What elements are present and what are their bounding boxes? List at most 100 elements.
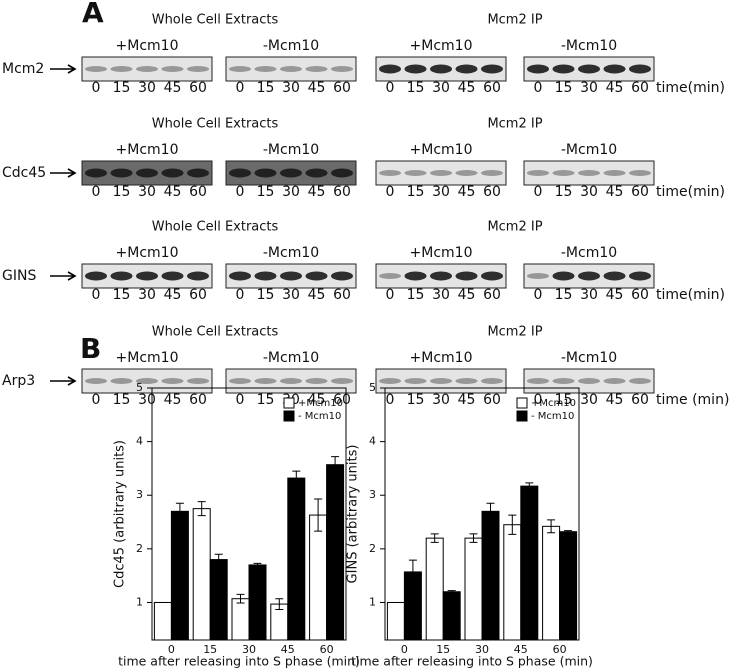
band [280,168,302,178]
band [254,168,277,178]
group-title: Mcm2 IP [487,13,542,28]
time-label: 60 [631,392,649,408]
band [404,378,427,384]
time-label: 15 [407,80,425,96]
condition-label: +Mcm10 [410,38,473,54]
band [229,271,251,281]
band [552,378,575,384]
band [629,170,651,176]
band [455,170,478,176]
band [629,271,651,281]
band [603,378,626,384]
time-label: 45 [606,287,624,303]
time-label: 15 [257,184,275,200]
legend-swatch [516,397,528,409]
band [254,66,277,72]
band [379,273,401,279]
time-label: 15 [113,287,131,303]
bar [231,598,250,641]
time-label: 45 [606,184,624,200]
group-title: Mcm2 IP [487,325,542,340]
error-bar [275,598,284,610]
time-label: 0 [534,184,543,200]
x-axis-label: time after releasing into S phase (min) [351,654,593,669]
x-tick-label: 30 [475,643,489,656]
time-label: 30 [580,80,598,96]
protein-label: Cdc45 [2,165,46,181]
band [379,170,401,176]
band [161,271,184,281]
time-label: 0 [236,287,245,303]
band [481,378,503,384]
legend-label: +Mcm10 [298,398,343,409]
time-label: 30 [282,80,300,96]
time-label: 0 [236,184,245,200]
time-label: 30 [432,287,450,303]
time-label: 30 [282,287,300,303]
y-tick-label: 3 [136,488,143,501]
band [331,168,353,178]
time-label: 15 [113,184,131,200]
legend-label: +Mcm10 [531,398,576,409]
time-label: 15 [113,392,131,408]
band [161,168,184,178]
band [136,271,158,281]
bar [287,477,306,641]
time-label: 30 [580,392,598,408]
time-label: 60 [189,392,207,408]
band [404,271,427,281]
time-label: 15 [555,184,573,200]
time-label: 60 [189,184,207,200]
band [85,378,107,384]
time-label: 0 [92,184,101,200]
bar [209,559,228,641]
time-label: 0 [534,80,543,96]
band [404,170,427,176]
time-label: 15 [407,287,425,303]
x-tick-label: 0 [401,643,408,656]
band [629,64,651,74]
x-tick-label: 0 [168,643,175,656]
x-tick-label: 45 [281,643,295,656]
band [187,66,209,72]
time-label: 30 [138,80,156,96]
band [161,378,184,384]
time-label: 0 [534,287,543,303]
band [229,378,251,384]
error-bar [314,498,323,532]
time-label: 15 [257,80,275,96]
band [481,271,503,281]
time-label: 60 [631,184,649,200]
band [552,64,575,74]
error-bar [508,514,517,535]
band [85,66,107,72]
time-label: 45 [164,287,182,303]
x-tick-label: 30 [242,643,256,656]
y-axis-label: Cdc45 (arbitrary units) [113,440,128,588]
bar [520,485,539,641]
band [136,168,158,178]
legend-label: - Mcm10 [531,411,574,422]
time-label: 0 [386,184,395,200]
band [455,378,478,384]
time-unit: time(min) [656,80,725,96]
band [305,168,328,178]
bar [542,525,561,641]
band [85,271,107,281]
condition-label: -Mcm10 [263,245,319,261]
condition-label: -Mcm10 [561,38,617,54]
legend-label: - Mcm10 [298,411,341,422]
time-label: 45 [606,80,624,96]
time-label: 30 [432,184,450,200]
error-bar [547,519,556,534]
time-label: 60 [631,80,649,96]
time-label: 45 [164,184,182,200]
panel-label: B [80,332,101,365]
band [430,64,452,74]
group-title: Whole Cell Extracts [152,220,279,235]
condition-label: -Mcm10 [263,350,319,366]
error-bar [214,553,223,566]
band [603,170,626,176]
band [578,64,600,74]
